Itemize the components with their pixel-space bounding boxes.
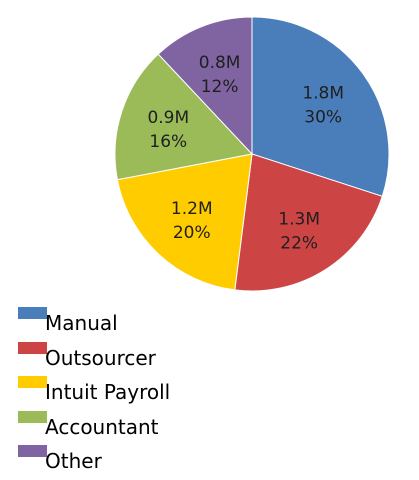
slice-value-label-other: 0.8M bbox=[199, 53, 241, 73]
pie-slice-manual bbox=[251, 16, 390, 197]
slice-percent-label-other: 12% bbox=[201, 77, 239, 97]
legend-label-accountant: Accountant bbox=[45, 414, 159, 439]
slice-value-label-accountant: 0.9M bbox=[147, 108, 189, 128]
legend-label-manual: Manual bbox=[45, 311, 118, 335]
pie-slice-other bbox=[157, 16, 253, 156]
legend-label-other: Other bbox=[45, 449, 102, 473]
slice-percent-label-outsourcer: 22% bbox=[280, 233, 318, 253]
pie-slice-accountant bbox=[114, 53, 253, 181]
legend-swatch-other bbox=[18, 445, 47, 457]
pie-slices bbox=[114, 16, 390, 292]
legend-swatch-accountant bbox=[18, 410, 47, 423]
slice-value-label-outsourcer: 1.3M bbox=[278, 209, 320, 229]
pie-slice-intuit-payroll bbox=[116, 153, 253, 291]
pie-slice-labels: 1.8M 30% 1.3M 22% 1.2M 20% 0.9M 16% 0.8M 12% bbox=[147, 53, 344, 253]
pie-chart: 1.8M 30% 1.3M 22% 1.2M 20% 0.9M 16% 0.8M 12% bbox=[114, 16, 390, 292]
slice-percent-label-intuit-payroll: 20% bbox=[173, 223, 211, 243]
slice-value-label-intuit-payroll: 1.2M bbox=[171, 199, 213, 219]
pie-slice-outsourcer bbox=[234, 153, 383, 292]
legend-swatch-outsourcer bbox=[18, 341, 47, 354]
legend-label-outsourcer: Outsourcer bbox=[45, 345, 156, 370]
legend-swatch-manual bbox=[18, 307, 47, 319]
slice-percent-label-manual: 30% bbox=[304, 107, 342, 127]
slice-value-label-manual: 1.8M bbox=[302, 83, 344, 103]
legend-label-intuit-payroll: Intuit Payroll bbox=[45, 380, 171, 404]
slice-percent-label-accountant: 16% bbox=[149, 132, 187, 152]
legend-swatch-intuit-payroll bbox=[18, 376, 47, 388]
